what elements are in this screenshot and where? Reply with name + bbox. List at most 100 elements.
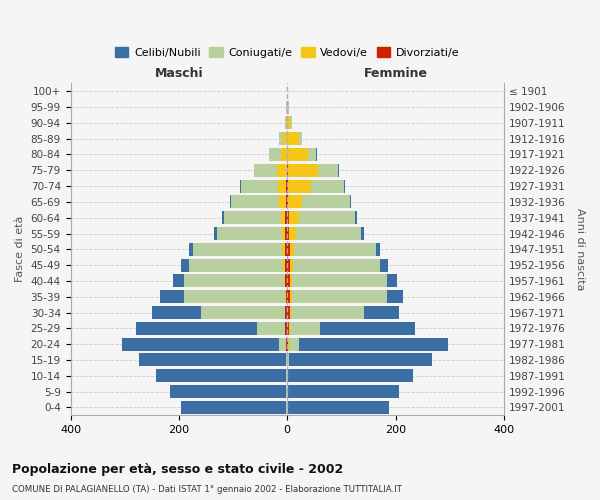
Bar	[290, 243, 294, 256]
Legend: Celibi/Nubili, Coniugati/e, Vedovi/e, Divorziati/e: Celibi/Nubili, Coniugati/e, Vedovi/e, Di…	[110, 42, 464, 62]
Bar	[302, 196, 350, 208]
Bar	[287, 132, 299, 145]
Text: COMUNE DI PALAGIANELLO (TA) - Dati ISTAT 1° gennaio 2002 - Elaborazione TUTTITAL: COMUNE DI PALAGIANELLO (TA) - Dati ISTAT…	[12, 485, 402, 494]
Bar	[287, 385, 289, 398]
Bar	[288, 164, 317, 177]
Bar	[283, 132, 287, 145]
Bar	[344, 180, 345, 192]
Bar	[285, 306, 287, 319]
Bar	[289, 370, 413, 382]
Bar	[287, 148, 308, 161]
Bar	[217, 227, 282, 240]
Bar	[284, 290, 286, 303]
Bar	[296, 227, 361, 240]
Bar	[188, 243, 193, 256]
Y-axis label: Fasce di età: Fasce di età	[15, 216, 25, 282]
Bar	[286, 370, 287, 382]
Bar	[254, 164, 277, 177]
Bar	[376, 243, 380, 256]
Bar	[289, 401, 389, 414]
Bar	[269, 148, 281, 161]
Bar	[287, 211, 289, 224]
Bar	[287, 100, 289, 114]
Bar	[281, 211, 285, 224]
Bar	[279, 196, 286, 208]
Bar	[286, 116, 287, 130]
Bar	[285, 322, 287, 335]
Bar	[277, 164, 287, 177]
Bar	[320, 322, 415, 335]
Bar	[285, 211, 287, 224]
Bar	[287, 274, 290, 287]
Bar	[284, 274, 285, 287]
Bar	[281, 148, 287, 161]
Bar	[287, 401, 289, 414]
Bar	[283, 243, 285, 256]
Bar	[230, 196, 232, 208]
Bar	[139, 354, 286, 366]
Bar	[311, 180, 344, 192]
Bar	[285, 243, 287, 256]
Bar	[387, 274, 397, 287]
Bar	[193, 243, 283, 256]
Bar	[299, 338, 448, 350]
Bar	[292, 274, 387, 287]
Text: Maschi: Maschi	[155, 67, 203, 80]
Bar	[160, 290, 184, 303]
Text: Popolazione per età, sesso e stato civile - 2002: Popolazione per età, sesso e stato civil…	[12, 462, 343, 475]
Bar	[287, 338, 289, 350]
Bar	[290, 290, 292, 303]
Bar	[364, 306, 400, 319]
Bar	[122, 338, 279, 350]
Bar	[285, 274, 287, 287]
Bar	[278, 180, 286, 192]
Bar	[283, 258, 285, 272]
Bar	[288, 180, 311, 192]
Bar	[289, 227, 296, 240]
Bar	[290, 306, 291, 319]
Bar	[292, 290, 387, 303]
Bar	[181, 401, 286, 414]
Bar	[317, 164, 338, 177]
Bar	[286, 401, 287, 414]
Bar	[293, 258, 380, 272]
Bar	[188, 258, 283, 272]
Bar	[232, 196, 279, 208]
Bar	[285, 258, 287, 272]
Bar	[287, 258, 290, 272]
Bar	[286, 180, 287, 192]
Bar	[282, 227, 285, 240]
Bar	[380, 258, 388, 272]
Bar	[299, 132, 302, 145]
Bar	[287, 370, 289, 382]
Bar	[294, 243, 376, 256]
Bar	[290, 258, 293, 272]
Bar	[289, 354, 433, 366]
Bar	[136, 322, 257, 335]
Bar	[285, 116, 286, 130]
Bar	[289, 211, 299, 224]
Bar	[308, 148, 316, 161]
Bar	[287, 354, 289, 366]
Bar	[184, 274, 284, 287]
Bar	[184, 290, 284, 303]
Bar	[361, 227, 364, 240]
Bar	[289, 196, 302, 208]
Bar	[289, 385, 400, 398]
Bar	[286, 290, 287, 303]
Bar	[287, 290, 290, 303]
Bar	[286, 385, 287, 398]
Bar	[290, 322, 320, 335]
Bar	[279, 338, 286, 350]
Bar	[355, 211, 357, 224]
Bar	[257, 322, 284, 335]
Bar	[214, 227, 217, 240]
Bar	[241, 180, 278, 192]
Bar	[285, 227, 287, 240]
Bar	[287, 196, 289, 208]
Bar	[387, 290, 403, 303]
Bar	[299, 211, 355, 224]
Bar	[287, 306, 290, 319]
Bar	[290, 116, 292, 130]
Bar	[289, 338, 299, 350]
